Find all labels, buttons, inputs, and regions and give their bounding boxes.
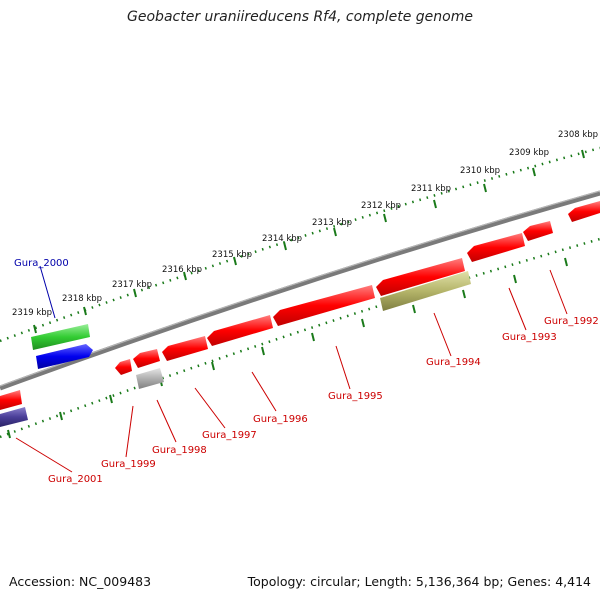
label-gura-2001: Gura_2001 [48, 474, 103, 485]
label-gura-1992: Gura_1992 [544, 316, 599, 327]
label-gura-1999: Gura_1999 [101, 459, 156, 470]
gene-gura-1992[interactable] [568, 201, 600, 222]
outer-major-ticks [33, 149, 585, 334]
kbp-label-2316: 2316 kbp [162, 265, 202, 275]
leader-lines [15, 265, 568, 473]
forward-genes [31, 324, 93, 369]
kbp-label-2317: 2317 kbp [112, 280, 152, 290]
label-gura-1997: Gura_1997 [202, 430, 257, 441]
gene-gura-1998-red[interactable] [133, 349, 160, 368]
kbp-label-2318: 2318 kbp [62, 294, 102, 304]
gene-gura-1995b[interactable] [376, 258, 465, 296]
label-gura-1998: Gura_1998 [152, 445, 207, 456]
gene-labels: Gura_2000 Gura_2001 Gura_1999 Gura_1998 … [14, 258, 599, 485]
gene-gura-2000[interactable] [31, 324, 90, 350]
gene-gura-1996[interactable] [207, 315, 273, 346]
kbp-label-2309: 2309 kbp [509, 148, 549, 158]
gene-gura-1992a[interactable] [523, 221, 553, 241]
label-gura-2000: Gura_2000 [14, 258, 69, 269]
kbp-label-2312: 2312 kbp [361, 201, 401, 211]
kbp-label-2314: 2314 kbp [262, 234, 302, 244]
kbp-label-2319: 2319 kbp [12, 308, 52, 318]
accession-text: Accession: NC_009483 [9, 574, 152, 589]
gene-gura-1994[interactable] [380, 271, 471, 311]
reverse-genes [0, 201, 600, 427]
inner-major-ticks [7, 257, 568, 439]
kbp-label-2308: 2308 kbp [558, 130, 598, 140]
gene-gura-2001[interactable] [0, 390, 22, 410]
gene-gura-1999[interactable] [115, 359, 132, 375]
label-gura-1996: Gura_1996 [253, 414, 308, 425]
gene-gura-1997[interactable] [162, 336, 208, 361]
genome-summary-text: Topology: circular; Length: 5,136,364 bp… [247, 574, 591, 589]
kbp-label-2310: 2310 kbp [460, 166, 500, 176]
kbp-label-2311: 2311 kbp [411, 184, 451, 194]
kbp-labels: 2308 kbp 2309 kbp 2310 kbp 2311 kbp 2312… [12, 130, 598, 318]
inner-tick-ring [0, 237, 600, 439]
gene-gura-1993[interactable] [467, 233, 525, 262]
gene-blue-forward[interactable] [36, 344, 93, 369]
label-gura-1995: Gura_1995 [328, 391, 383, 402]
gene-purple-reverse[interactable] [0, 407, 28, 427]
kbp-label-2315: 2315 kbp [212, 250, 252, 260]
gene-gura-1998[interactable] [136, 368, 164, 389]
map-title: Geobacter uraniireducens Rf4, complete g… [127, 9, 473, 25]
label-gura-1994: Gura_1994 [426, 357, 481, 368]
kbp-label-2313: 2313 kbp [312, 218, 352, 228]
label-gura-1993: Gura_1993 [502, 332, 557, 343]
gene-gura-1995[interactable] [273, 285, 375, 326]
